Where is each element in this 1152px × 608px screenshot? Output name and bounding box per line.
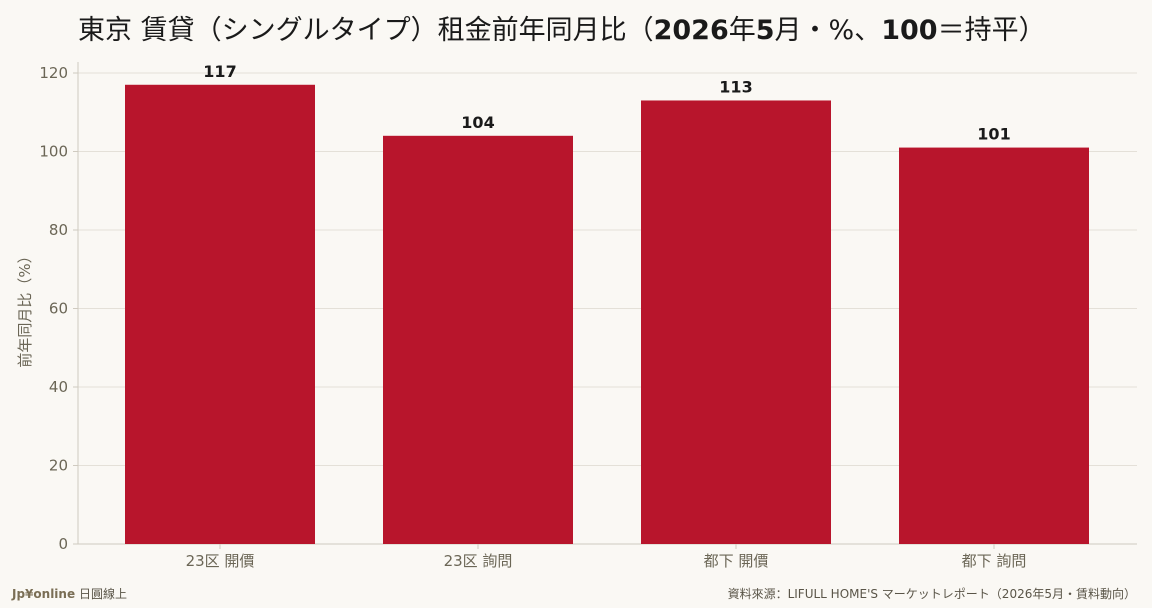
y-tick-label: 120 (39, 64, 68, 82)
bar (383, 135, 573, 545)
y-tick-label: 80 (49, 221, 68, 239)
x-category-label: 都下 詢問 (962, 552, 1027, 570)
bar-value-label: 113 (719, 77, 752, 96)
y-tick-label: 60 (49, 300, 68, 318)
bar (125, 84, 315, 545)
bar-value-label: 117 (203, 62, 236, 81)
bars (125, 84, 1089, 545)
y-tick-label: 100 (39, 143, 68, 161)
x-category-label: 23区 詢問 (444, 552, 513, 570)
bar (899, 147, 1089, 544)
brand-suffix: 日圓線上 (78, 587, 127, 601)
y-axis-label: 前年同月比（%） (16, 248, 34, 367)
x-category-label: 都下 開價 (704, 552, 769, 570)
bar-value-label: 101 (977, 125, 1010, 144)
brand-name: Jp¥online (12, 587, 76, 601)
bar (641, 100, 831, 544)
y-tick-label: 20 (49, 457, 68, 475)
x-category-label: 23区 開價 (186, 552, 255, 570)
y-tick-label: 40 (49, 378, 68, 396)
y-tick-label: 0 (58, 535, 68, 553)
footer-brand: Jp¥online 日圓線上 (12, 585, 127, 602)
bar-value-label: 104 (461, 113, 494, 132)
labels: 0 20 40 60 80 100 120 117 23区 開價 104 23区 詢問 113 都下 開… (39, 62, 1026, 570)
source-note: 資料來源：LIFULL HOME'S マーケットレポート（2026年5月・賃料動… (727, 587, 1136, 601)
chart-title: 東京 賃貸（シングルタイプ）租金前年同月比（2026年5月・%、100＝持平） (78, 15, 1046, 46)
